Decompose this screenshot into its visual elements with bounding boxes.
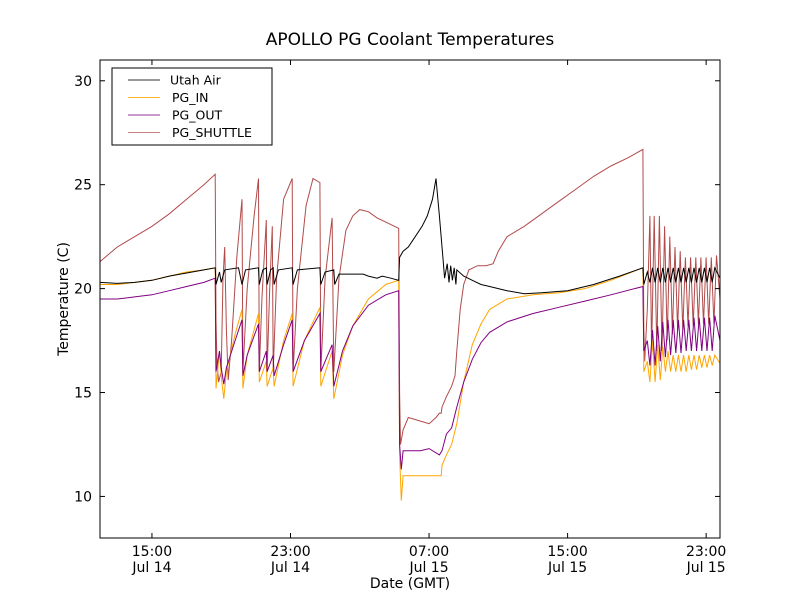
series-line-pg-out bbox=[100, 277, 720, 470]
x-tick-label-time: 23:00 bbox=[686, 544, 726, 560]
legend-label: PG_IN bbox=[172, 90, 209, 105]
y-tick-label: 30 bbox=[74, 74, 92, 90]
series-line-pg-in bbox=[100, 267, 720, 501]
series-line-pg-shuttle bbox=[100, 148, 720, 445]
x-tick-label-date: Jul 14 bbox=[270, 560, 310, 576]
y-tick-label: 10 bbox=[74, 489, 92, 505]
y-axis: 10 15 20 25 30 bbox=[74, 74, 720, 505]
x-tick-label-date: Jul 15 bbox=[408, 560, 448, 576]
y-tick-label: 25 bbox=[74, 178, 92, 194]
x-tick-label-time: 23:00 bbox=[270, 544, 310, 560]
y-tick-label: 15 bbox=[74, 386, 92, 402]
series-line-utah-air bbox=[100, 178, 720, 295]
x-tick-label-time: 07:00 bbox=[409, 544, 449, 560]
legend-label: Utah Air bbox=[170, 73, 222, 88]
plot-frame bbox=[99, 59, 721, 539]
x-tick-label-date: Jul 15 bbox=[686, 560, 726, 576]
legend-label: PG_SHUTTLE bbox=[172, 125, 252, 140]
x-tick-label-date: Jul 14 bbox=[131, 560, 171, 576]
legend-label: PG_OUT bbox=[172, 108, 222, 123]
x-tick-label-time: 15:00 bbox=[547, 544, 587, 560]
y-tick-label: 20 bbox=[74, 282, 92, 298]
series-layer bbox=[100, 148, 720, 501]
x-axis-label: Date (GMT) bbox=[370, 576, 450, 592]
x-tick-label-time: 15:00 bbox=[132, 544, 172, 560]
chart-title: APOLLO PG Coolant Temperatures bbox=[266, 30, 555, 50]
legend: Utah Air PG_IN PG_OUT PG_SHUTTLE bbox=[111, 67, 273, 146]
y-axis-label: Temperature (C) bbox=[56, 242, 72, 357]
x-tick-label-date: Jul 15 bbox=[547, 560, 587, 576]
